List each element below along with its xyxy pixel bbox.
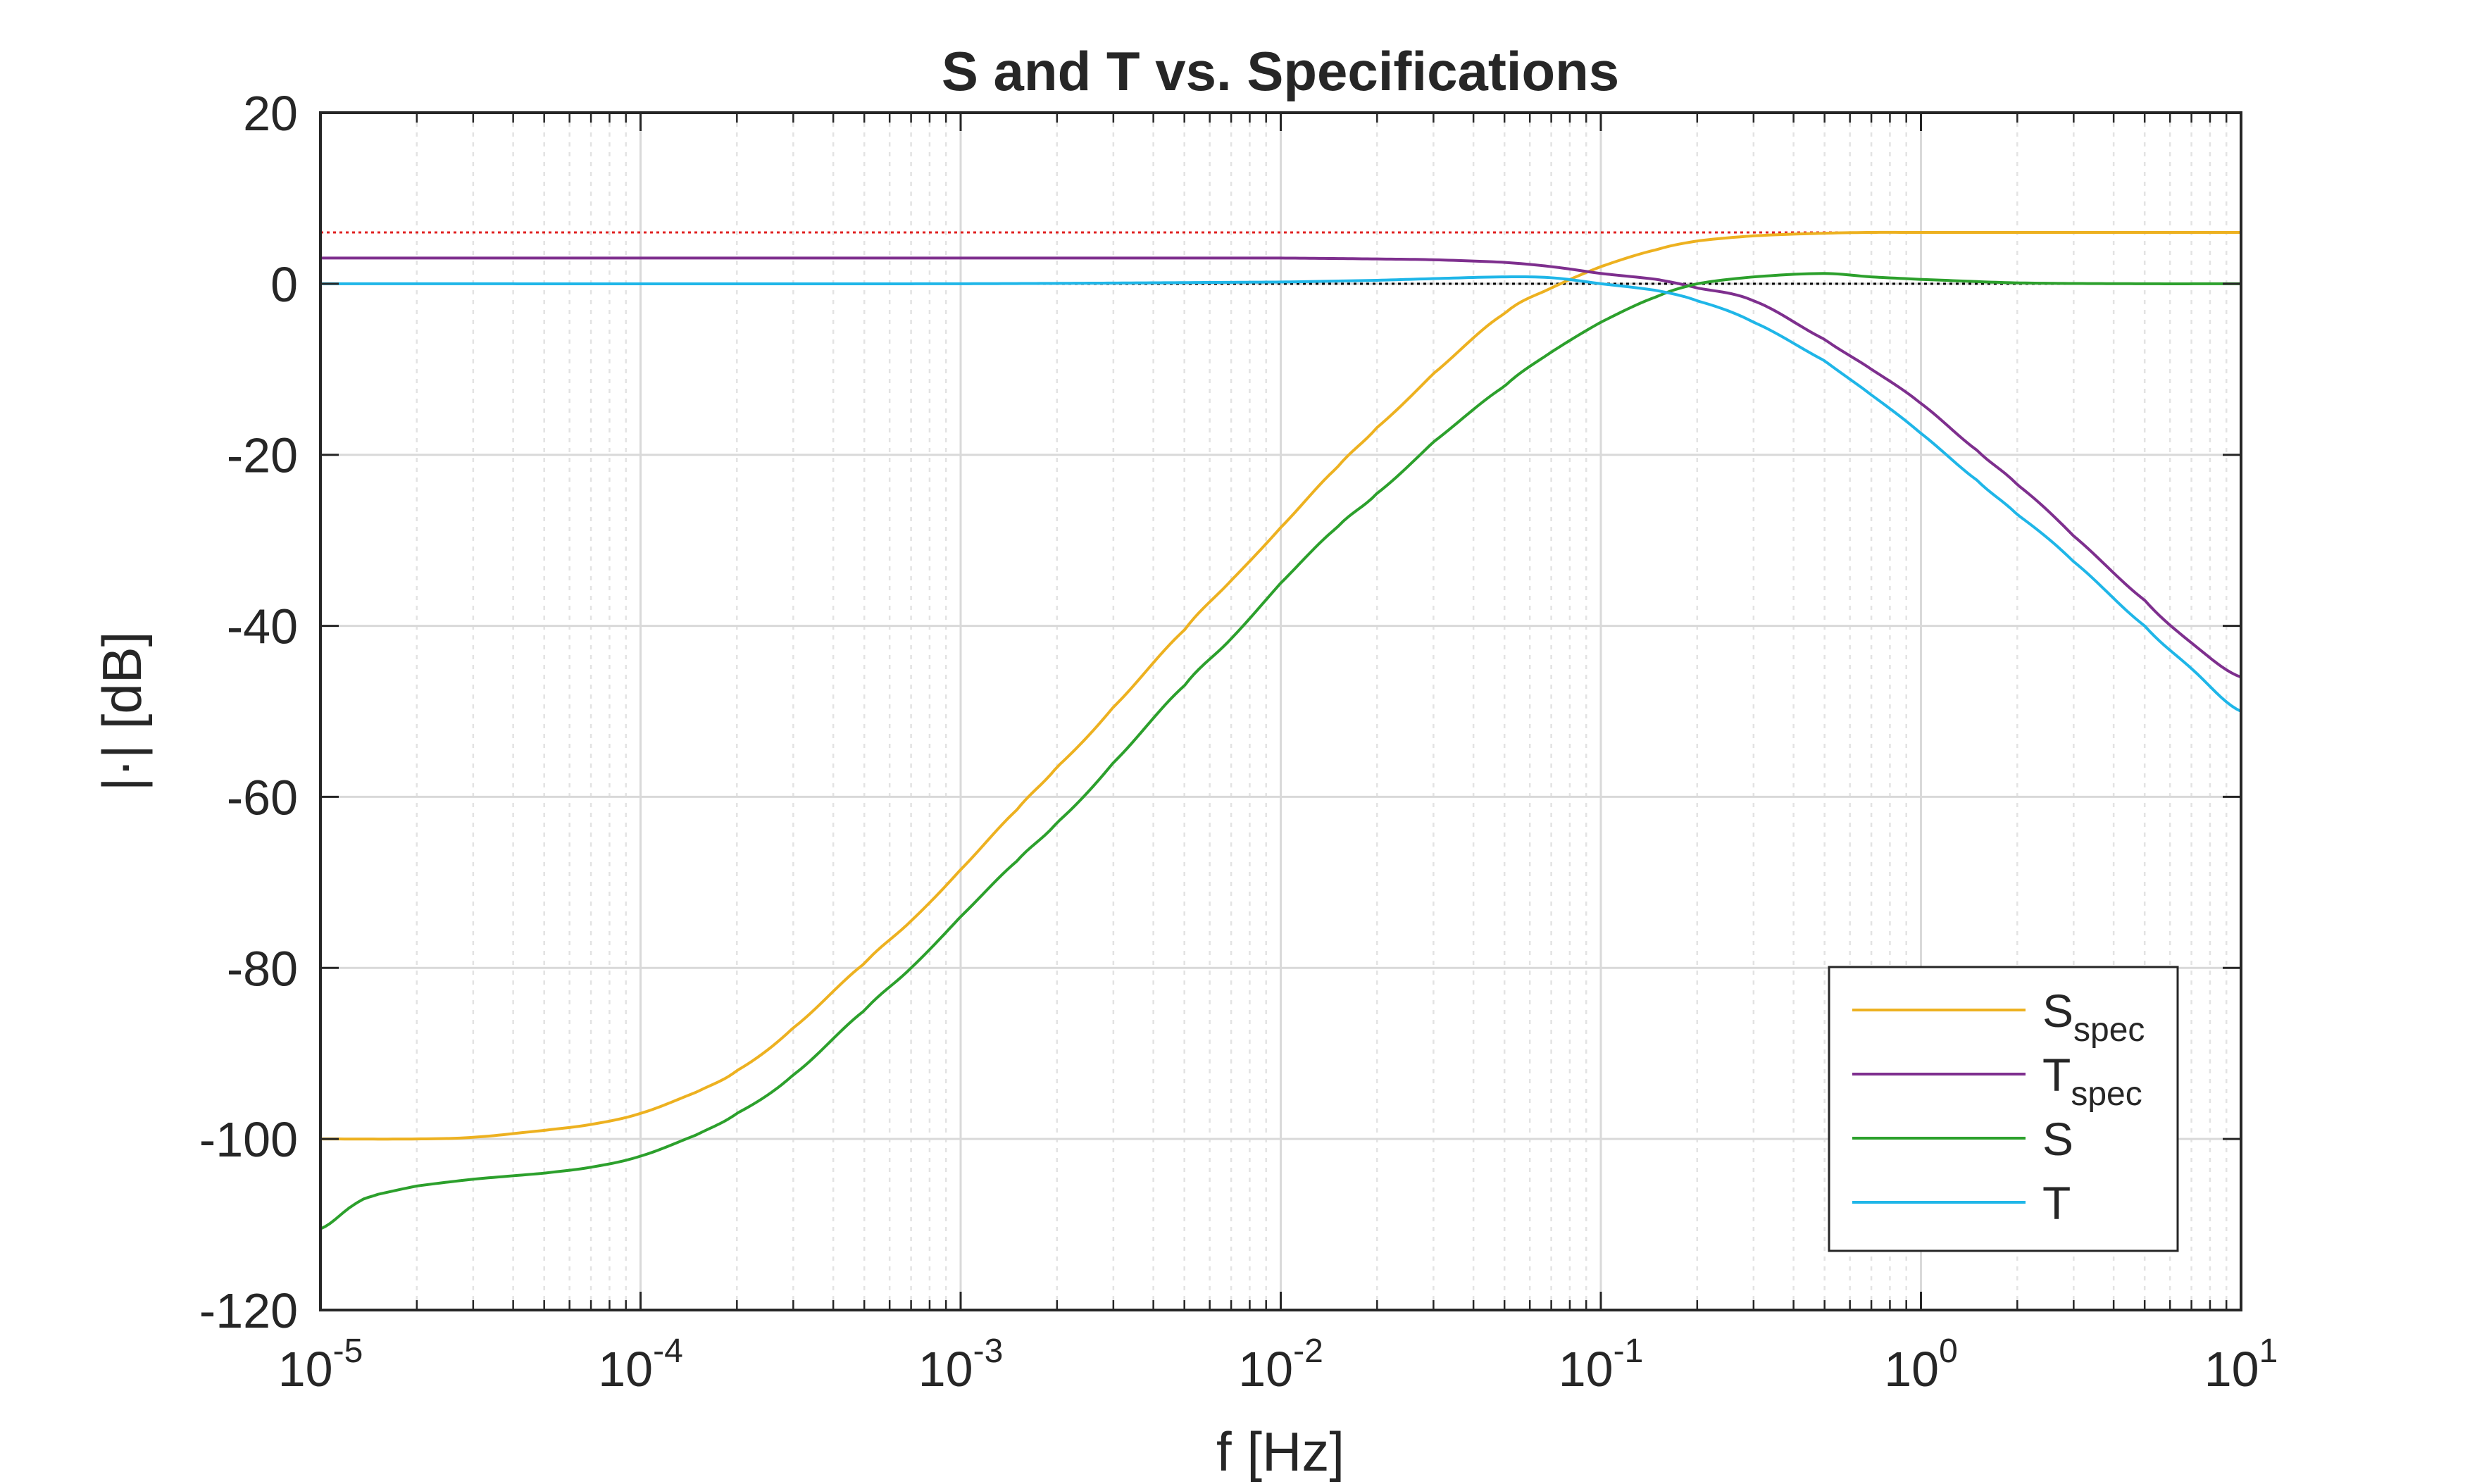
x-tick-label: 100 xyxy=(1884,1333,1958,1397)
tick-marks xyxy=(319,111,2242,1311)
y-tick-label: -60 xyxy=(227,770,298,825)
x-tick-label: 10-2 xyxy=(1238,1333,1323,1397)
x-tick-label: 101 xyxy=(2204,1333,2278,1397)
y-tick-label: 20 xyxy=(243,86,298,141)
y-tick-label: 0 xyxy=(270,257,298,312)
x-axis-label: f [Hz] xyxy=(1216,1421,1344,1483)
chart-title: S and T vs. Specifications xyxy=(942,40,1619,102)
x-tick-labels: 10-5 10-4 10-3 10-2 10-1 100 101 xyxy=(278,1333,2278,1397)
plot-frame xyxy=(319,111,2242,1311)
y-tick-label: -20 xyxy=(227,428,298,483)
x-tick-label: 10-1 xyxy=(1559,1333,1644,1397)
legend-label: Tspec xyxy=(2042,1049,2142,1113)
series-line-1 xyxy=(320,256,2242,679)
y-tick-label: -100 xyxy=(199,1112,298,1167)
y-tick-label: -120 xyxy=(199,1283,298,1338)
y-axis-label: |·| [dB] xyxy=(91,632,153,792)
series-line-2 xyxy=(320,272,2241,1230)
x-tick-label: 10-5 xyxy=(278,1333,363,1397)
series-line-3 xyxy=(320,275,2242,713)
series-line-0 xyxy=(320,230,2241,1141)
legend-label: T xyxy=(2042,1177,2071,1229)
y-tick-label: -80 xyxy=(227,941,298,996)
minor-grid xyxy=(416,113,2228,1310)
x-tick-label: 10-3 xyxy=(918,1333,1004,1397)
y-tick-labels: 20 0 -20 -40 -60 -80 -100 -120 xyxy=(199,86,298,1338)
series-lines xyxy=(320,230,2242,1230)
x-tick-label: 10-4 xyxy=(598,1333,683,1397)
legend-label: Sspec xyxy=(2042,985,2145,1049)
legend-label: S xyxy=(2042,1113,2073,1165)
y-tick-label: -40 xyxy=(227,599,298,654)
